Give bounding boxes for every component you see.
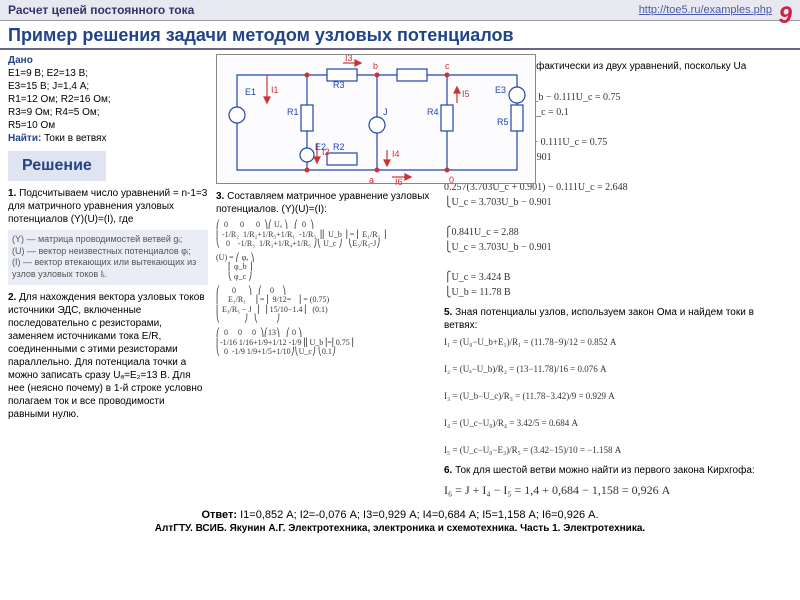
circuit-diagram: E1 E2 E3 R1 R3 R2 R4 R5 J I1 I2 I3 I4 I5…: [216, 54, 536, 184]
step2-text: Для нахождения вектора узловых токов ист…: [8, 292, 205, 420]
step-6: 6. Ток для шестой ветви можно найти из п…: [444, 464, 774, 477]
svg-text:b: b: [373, 61, 378, 71]
matrix-u: (U) = ⎛ φₐ ⎞ ⎜ φ_b ⎟ ⎝ φ_c ⎠: [216, 253, 436, 282]
answer-label: Ответ:: [201, 509, 237, 521]
step5-text: Зная потенциалы узлов, используем закон …: [444, 307, 754, 331]
svg-text:a: a: [369, 175, 374, 185]
svg-text:R4: R4: [427, 107, 439, 117]
svg-text:c: c: [445, 61, 450, 71]
step-1: 1. Подсчитываем число уравнений = n-1=3 …: [8, 187, 208, 226]
matrix-y: ⎛ 0 0 0 ⎞⎛ Uₐ ⎞ ⎛ 0 ⎞ ⎜ -1/R₂ 1/R₂+1/R₃+…: [216, 220, 436, 249]
svg-text:I6: I6: [395, 177, 403, 185]
svg-text:R1: R1: [287, 107, 299, 117]
svg-text:R2: R2: [333, 142, 345, 152]
circuit-svg: E1 E2 E3 R1 R3 R2 R4 R5 J I1 I2 I3 I4 I5…: [217, 55, 537, 185]
find-label: Найти:: [8, 133, 41, 144]
step3-text: Составляем матричное уравнение узловых п…: [216, 191, 429, 215]
given-label: Дано: [8, 55, 33, 66]
source-link[interactable]: http://toe5.ru/examples.php: [639, 4, 772, 16]
find-text: Токи в ветвях: [44, 133, 106, 144]
footer: АлтГТУ. ВСИБ. Якунин А.Г. Электротехника…: [0, 523, 800, 534]
svg-text:R3: R3: [333, 80, 345, 90]
step2-num: 2.: [8, 292, 16, 303]
svg-text:I1: I1: [271, 85, 279, 95]
step6-num: 6.: [444, 465, 452, 476]
matrix-i: ⎛ 0 ⎞ ⎛ 0 ⎞ ⎜ E₁/R₁ ⎟ = ⎜ 9/12= ⎟ = (0.7…: [216, 286, 436, 324]
svg-text:I3: I3: [345, 55, 353, 63]
page-title: Пример решения задачи методом узловых по…: [0, 21, 800, 50]
step5-num: 5.: [444, 307, 452, 318]
step-5: 5. Зная потенциалы узлов, используем зак…: [444, 306, 774, 332]
step5-equations: I₁ = (U₀−U_b+E₁)/R₁ = (11.78−9)/12 = 0.8…: [444, 336, 774, 458]
step3-num: 3.: [216, 191, 224, 202]
svg-text:J: J: [383, 107, 388, 117]
step6-equation: I₆ = J + I₄ − I₅ = 1,4 + 0,684 − 1,158 =…: [444, 481, 774, 499]
solution-heading: Решение: [8, 151, 106, 181]
svg-text:I5: I5: [462, 89, 470, 99]
page-number: 9: [779, 2, 792, 30]
matrix-full: ⎛ 0 0 0 ⎞⎛13⎞ ⎛ 0 ⎞ ⎜-1/16 1/16+1/9+1/12…: [216, 328, 436, 357]
content: Дано E1=9 В; E2=13 В; E3=15 В; J=1,4 А; …: [0, 50, 800, 503]
hint-box: (Y) — матрица проводимостей ветвей gᵢ; (…: [8, 230, 208, 285]
step-2: 2. Для нахождения вектора узловых токов …: [8, 291, 208, 421]
step1-num: 1.: [8, 188, 16, 199]
svg-text:E3: E3: [495, 85, 506, 95]
svg-text:I4: I4: [392, 149, 400, 159]
svg-text:E1: E1: [245, 87, 256, 97]
step-3: 3. Составляем матричное уравнение узловы…: [216, 190, 436, 216]
answer-text: I1=0,852 А; I2=-0,076 А; I3=0,929 А; I4=…: [240, 509, 598, 521]
answer-line: Ответ: I1=0,852 А; I2=-0,076 А; I3=0,929…: [0, 509, 800, 521]
step1-text: Подсчитываем число уравнений = n-1=3 для…: [8, 188, 207, 225]
svg-text:0: 0: [449, 175, 454, 185]
step6-text: Ток для шестой ветви можно найти из перв…: [455, 465, 755, 476]
doc-title: Расчет цепей постоянного тока: [8, 3, 194, 17]
given-values: E1=9 В; E2=13 В; E3=15 В; J=1,4 А; R1=12…: [8, 68, 111, 131]
svg-text:I2: I2: [322, 147, 330, 157]
given-block: Дано E1=9 В; E2=13 В; E3=15 В; J=1,4 А; …: [8, 54, 208, 145]
svg-text:R5: R5: [497, 117, 509, 127]
header: Расчет цепей постоянного тока http://toe…: [0, 0, 800, 21]
